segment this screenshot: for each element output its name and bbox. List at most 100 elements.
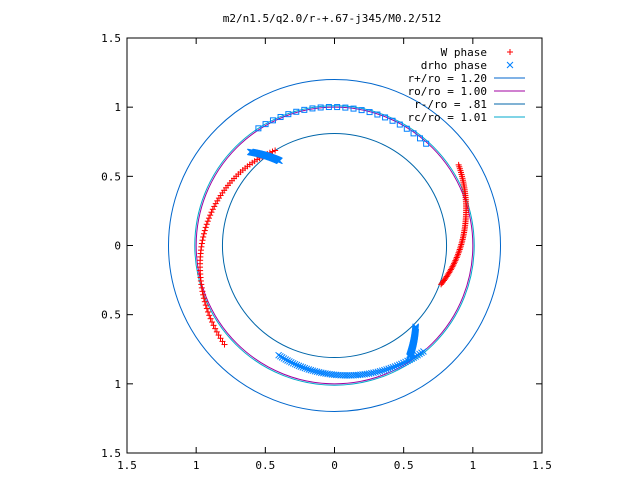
y-tick-label: 0 [114,240,121,253]
data-point [334,104,341,111]
data-point [200,291,207,298]
y-tick-label: 1 [114,101,121,114]
data-point [277,114,284,121]
x-tick-label: 0.5 [255,459,275,472]
legend-label: ro/ro = 1.00 [408,85,487,98]
data-point [417,135,424,142]
data-point [342,104,349,111]
data-point [203,305,210,312]
data-point [208,209,215,216]
data-point [374,368,382,376]
data-point [255,125,262,132]
x-tick-label: 1 [193,459,200,472]
data-point [211,203,218,210]
data-point [219,338,226,345]
data-point [455,161,462,168]
data-point [358,107,365,114]
reference-circle [221,132,448,359]
data-point [262,121,269,128]
data-point [200,233,207,240]
data-point [307,366,315,374]
data-point [295,362,303,370]
data-point [203,221,210,228]
data-point [207,315,214,322]
data-point [287,359,295,366]
data-point [410,354,417,361]
legend-swatch [506,61,514,69]
data-point [200,230,207,237]
legend-swatch [507,49,513,55]
data-point [215,332,222,339]
data-point [309,367,317,375]
data-point [200,295,207,302]
data-point [398,360,405,368]
data-point [285,111,292,118]
data-point [206,312,213,319]
data-point [414,351,421,359]
data-point [199,237,206,244]
data-point [209,206,216,213]
data-point [221,341,228,348]
legend-label: rc/ro = 1.01 [408,111,487,124]
data-point [217,335,224,342]
y-tick-label: 1.5 [101,447,121,460]
legend-label: r+/ro = 1.20 [408,72,487,85]
data-points [197,104,470,379]
data-point [284,357,291,364]
data-point [400,359,407,367]
data-point [449,263,456,270]
data-point [202,224,209,231]
reference-circle [195,106,474,385]
data-point [286,358,293,365]
data-point [213,328,220,335]
data-point [205,215,212,222]
data-point [374,111,381,118]
data-point [385,365,393,373]
data-point [246,148,254,156]
data-point [402,358,409,366]
chart-title: m2/n1.5/q2.0/r-+.67-j345/M0.2/512 [223,12,442,25]
data-point [309,105,316,112]
data-point [396,121,403,128]
data-point [201,227,208,234]
x-tick-label: 1 [470,459,477,472]
data-point [393,362,401,369]
data-point [207,212,214,219]
legend-label: r-/ro = .81 [414,98,487,111]
data-point [389,363,397,371]
x-tick-label: 0 [331,459,338,472]
data-point [293,108,300,115]
data-point [350,105,357,112]
data-point [201,298,208,305]
data-point [383,366,390,373]
data-point [212,200,219,207]
data-point [269,117,276,124]
reference-circles [168,79,501,412]
data-point [325,104,332,111]
data-point [282,356,290,363]
data-point [410,130,417,137]
data-point [280,355,288,362]
data-point [382,114,389,121]
data-point [204,218,211,225]
data-point [301,364,309,372]
x-tick-label: 1.5 [117,459,137,472]
data-point [205,308,212,315]
data-point [391,363,399,370]
data-point [387,364,395,372]
data-point [404,357,411,365]
data-point [269,148,276,155]
reference-circle [168,79,501,412]
data-point [297,363,305,370]
axis-ticks: 1.5 1 0.5 0 0.5 1 1.51.510.500.511.5 [101,32,552,472]
data-point [291,360,299,368]
data-point [450,262,457,269]
chart-title-group: m2/n1.5/q2.0/r-+.67-j345/M0.2/512 [223,12,442,25]
data-point [412,353,419,360]
x-tick-label: 1.5 [532,459,552,472]
data-point [305,366,313,373]
data-point [198,240,205,247]
data-point [317,104,324,111]
